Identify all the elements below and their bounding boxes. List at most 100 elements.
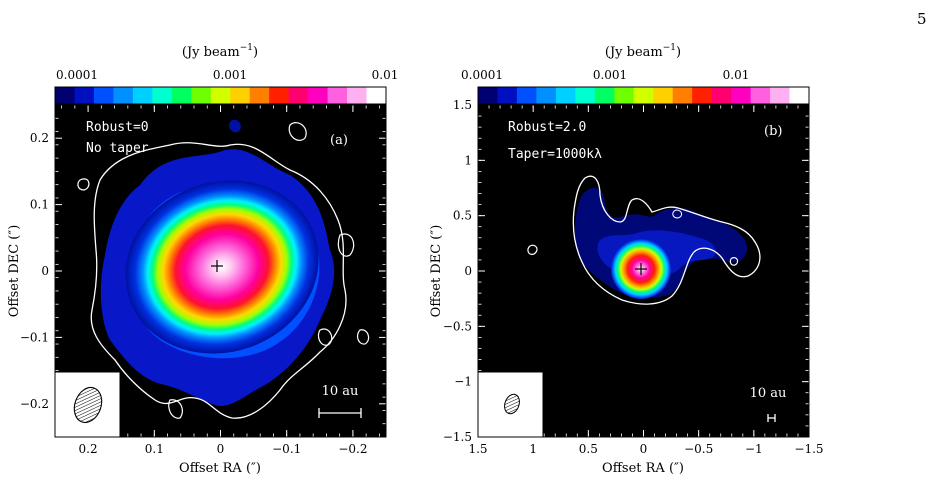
plot-area-a: Robust=0 No taper (a) 10 au 0.2 0.1 0 −0.1 −… (20, 104, 387, 456)
colorbar-a-swatch (249, 87, 270, 104)
beam-box-b (477, 371, 544, 438)
colorbar-a-swatch (230, 87, 251, 104)
axis-b-xtick-label: −0.5 (684, 442, 713, 456)
colorbar-b-swatches (478, 87, 810, 104)
axis-b-xtick-label: 1 (529, 442, 537, 456)
panel-label-a: (a) (330, 133, 348, 148)
colorbar-b: (Jy beam−1) 0.0001 0.001 0.01 (461, 43, 810, 105)
colorbar-a-swatches (55, 87, 387, 104)
panel-label-b: (b) (764, 124, 782, 139)
axis-b-xtick-label: 1.5 (468, 442, 487, 456)
robust-label-a: Robust=0 (86, 120, 149, 135)
axis-b-ytick-label: 1.5 (453, 98, 472, 112)
axes-a: 0.2 0.1 0 −0.1 −0.2 0.2 0.1 0 −0.1 −0.2 (20, 104, 386, 456)
centroid-marker-a (211, 260, 223, 272)
scale-bar-b (767, 414, 776, 422)
colorbar-a-swatch (347, 87, 368, 104)
taper-label-a: No taper (86, 141, 149, 156)
axis-b-xtick-label: −1 (745, 442, 763, 456)
contour-b (572, 175, 761, 305)
colorbar-b-tick-2: 0.01 (723, 68, 750, 82)
colorbar-a-swatch (132, 87, 153, 104)
axis-a-ytick-label: −0.1 (20, 330, 49, 344)
plot-area-b: Robust=2.0 Taper=1000kλ (b) 10 au 1.5 1 0.… (443, 98, 824, 456)
colorbar-a-swatch (113, 87, 134, 104)
colorbar-a-swatch (74, 87, 95, 104)
axis-a-xtick-label: 0.1 (145, 442, 164, 456)
emission-a-core (125, 180, 319, 354)
colorbar-b-tick-0: 0.0001 (461, 68, 503, 82)
scale-bar-a (318, 408, 362, 418)
taper-label-b: Taper=1000kλ (508, 147, 602, 162)
colorbar-a-swatch (327, 87, 348, 104)
colorbar-a-swatch (210, 87, 231, 104)
colorbar-b-swatch (497, 87, 518, 104)
colorbar-b-swatch (711, 87, 732, 104)
beam-ellipse-a (73, 386, 103, 424)
colorbar-a-tick-1: 0.001 (213, 68, 247, 82)
axes-b: 1.5 1 0.5 0 −0.5 −1 −1.51.510.50−0.5−1−1.5 (443, 98, 824, 456)
colorbar-a-swatch (366, 87, 387, 104)
beam-ellipse-b (504, 393, 520, 415)
colorbar-a-unit-label: (Jy beam−1) (182, 43, 258, 60)
colorbar-b-unit-label: (Jy beam−1) (605, 43, 681, 60)
robust-label-b: Robust=2.0 (508, 120, 586, 135)
colorbar-b-swatch (478, 87, 498, 104)
colorbar-a: (Jy beam−1) 0.0001 0.001 0.01 (54, 43, 399, 105)
colorbar-b-swatch (536, 87, 557, 104)
axis-b-ytick-label: −1 (454, 375, 472, 389)
colorbar-b-swatch (770, 87, 791, 104)
colorbar-a-tick-2: 0.01 (372, 68, 399, 82)
colorbar-a-swatch (308, 87, 329, 104)
colorbar-b-swatch (575, 87, 596, 104)
axis-a-ytick-label: 0.1 (30, 198, 49, 212)
colorbar-a-swatch (288, 87, 309, 104)
colorbar-b-swatch (731, 87, 752, 104)
colorbar-b-swatch (594, 87, 615, 104)
axis-a-xtick-label: 0 (217, 442, 225, 456)
page-number: 5 (917, 10, 927, 28)
colorbar-b-swatch (653, 87, 674, 104)
colorbar-b-swatch (789, 87, 810, 104)
scale-label-b: 10 au (750, 386, 787, 401)
axis-a-xtick-label: 0.2 (79, 442, 98, 456)
axis-b-ytick-label: −0.5 (443, 319, 472, 333)
colorbar-a-swatch (55, 87, 75, 104)
axis-b-ytick-label: −1.5 (443, 430, 472, 444)
colorbar-b-swatch (692, 87, 713, 104)
colorbar-b-swatch (672, 87, 693, 104)
xlabel-b: Offset RA (″) (602, 461, 684, 476)
axis-a-ytick-label: 0.2 (30, 131, 49, 145)
beam-box-a (54, 371, 121, 438)
colorbar-b-swatch (633, 87, 654, 104)
colorbar-b-swatch (555, 87, 576, 104)
panel-b: (Jy beam−1) 0.0001 0.001 0.01 Robus (429, 43, 824, 476)
centroid-marker-b (635, 263, 647, 275)
colorbar-b-swatch (516, 87, 537, 104)
axis-b-ytick-label: 1 (464, 153, 472, 167)
colorbar-b-tick-1: 0.001 (593, 68, 627, 82)
colorbar-a-swatch (152, 87, 173, 104)
ylabel-b: Offset DEC (″) (429, 225, 444, 318)
axis-a-xtick-label: −0.1 (272, 442, 301, 456)
ylabel-a: Offset DEC (″) (7, 225, 22, 318)
colorbar-a-swatch (269, 87, 290, 104)
axis-b-xtick-label: 0.5 (579, 442, 598, 456)
colorbar-a-swatch (191, 87, 212, 104)
scale-label-a: 10 au (322, 384, 359, 399)
axis-b-xtick-label: 0 (640, 442, 648, 456)
axis-b-ytick-label: 0.5 (453, 209, 472, 223)
colorbar-b-swatch (614, 87, 635, 104)
axis-b-ytick-label: 0 (464, 264, 472, 278)
contour-a (90, 142, 347, 419)
colorbar-a-swatch (171, 87, 192, 104)
xlabel-a: Offset RA (″) (179, 461, 261, 476)
colorbar-a-swatch (93, 87, 114, 104)
colorbar-b-swatch (750, 87, 771, 104)
axis-a-xtick-label: −0.2 (338, 442, 367, 456)
axis-b-xtick-label: −1.5 (794, 442, 823, 456)
colorbar-a-tick-0: 0.0001 (56, 68, 98, 82)
axis-a-ytick-label: 0 (41, 264, 49, 278)
panel-a: (Jy beam−1) 0.0001 0.001 0.01 (7, 43, 398, 476)
